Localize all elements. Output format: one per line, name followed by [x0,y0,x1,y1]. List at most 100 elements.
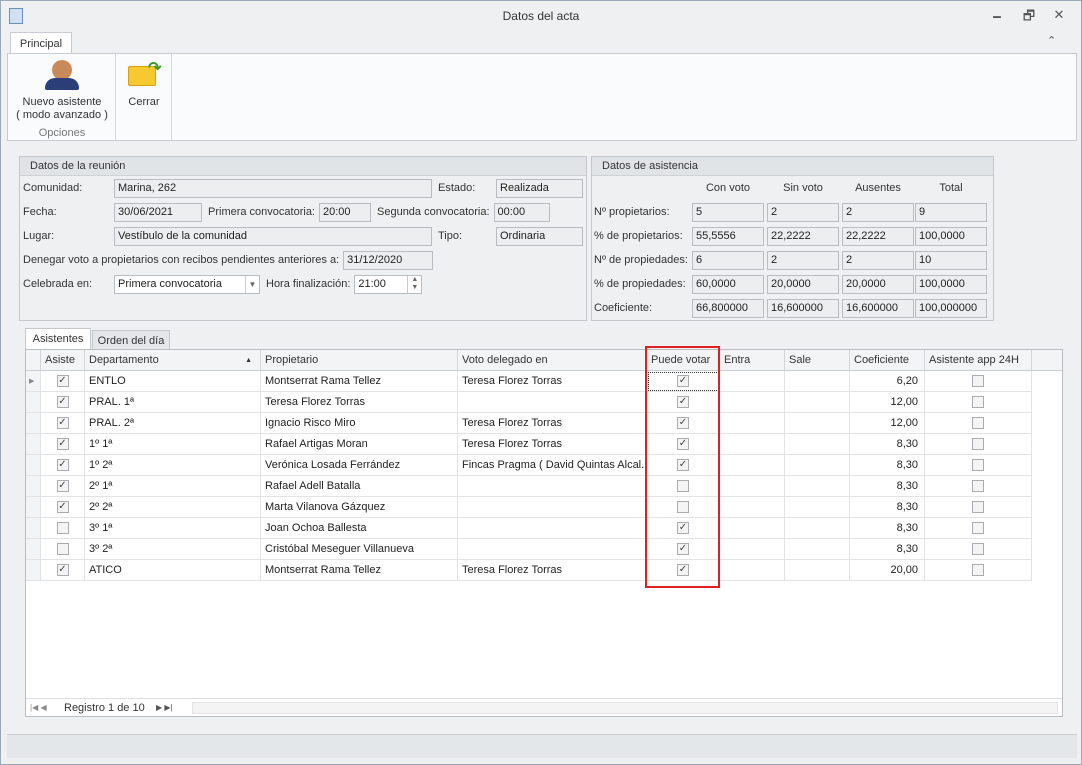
cell-sale[interactable] [785,413,850,434]
cell-asistente-app[interactable] [925,371,1032,392]
cell-propietario[interactable]: Rafael Adell Batalla [261,476,458,497]
close-button[interactable]: ✕ [1053,7,1065,22]
asistencia-value[interactable]: 2 [842,203,914,222]
asistencia-value[interactable]: 22,2222 [767,227,839,246]
cell-departamento[interactable]: ENTLO [85,371,261,392]
cell-voto-delegado[interactable]: Teresa Florez Torras [458,560,647,581]
cell-propietario[interactable]: Verónica Losada Ferrández [261,455,458,476]
checkbox-asistente-app[interactable] [972,501,984,514]
checkbox-asiste[interactable] [56,522,69,535]
checkbox-asiste[interactable]: ✓ [56,417,69,430]
checkbox-asistente-app[interactable] [972,417,984,430]
row-indicator[interactable]: ▶ [26,371,41,392]
asistencia-value[interactable]: 2 [767,251,839,270]
cell-entra[interactable] [720,518,785,539]
cell-voto-delegado[interactable] [458,497,647,518]
cell-sale[interactable] [785,434,850,455]
fecha-field[interactable]: 30/06/2021 [114,203,202,222]
row-indicator[interactable] [26,434,41,455]
cell-sale[interactable] [785,392,850,413]
checkbox-asiste[interactable]: ✓ [56,501,69,514]
chevron-down-icon[interactable]: ▼ [245,276,259,293]
cell-voto-delegado[interactable] [458,476,647,497]
row-indicator[interactable] [26,392,41,413]
cell-voto-delegado[interactable]: Teresa Florez Torras [458,413,647,434]
asistencia-value[interactable]: 16,600000 [842,299,914,318]
cell-propietario[interactable]: Montserrat Rama Tellez [261,560,458,581]
cell-propietario[interactable]: Joan Ochoa Ballesta [261,518,458,539]
cell-entra[interactable] [720,476,785,497]
close-ribbon-button[interactable]: ↷ Cerrar [116,54,172,140]
checkbox-puede-votar[interactable]: ✓ [677,396,689,409]
checkbox-asiste[interactable]: ✓ [56,480,69,493]
checkbox-asistente-app[interactable] [972,543,984,556]
celebrada-select[interactable]: Primera convocatoria ▼ [114,275,260,294]
asistencia-value[interactable]: 6 [692,251,764,270]
cell-departamento[interactable]: PRAL. 2ª [85,413,261,434]
cell-coeficiente[interactable]: 12,00 [850,413,925,434]
cell-voto-delegado[interactable]: Teresa Florez Torras [458,434,647,455]
tab-asistentes[interactable]: Asistentes [25,328,91,350]
cell-asistente-app[interactable] [925,413,1032,434]
cell-asistente-app[interactable] [925,455,1032,476]
col-header-asistente-app[interactable]: Asistente app 24H [925,350,1032,371]
checkbox-asiste[interactable] [56,543,69,556]
row-indicator[interactable] [26,455,41,476]
cell-propietario[interactable]: Montserrat Rama Tellez [261,371,458,392]
ribbon-tab-principal[interactable]: Principal [10,32,72,54]
cell-sale[interactable] [785,455,850,476]
cell-asistente-app[interactable] [925,497,1032,518]
asistencia-value[interactable]: 5 [692,203,764,222]
cell-asiste[interactable] [41,539,85,560]
spin-icon[interactable]: ▲ ▼ [407,276,422,293]
cell-entra[interactable] [720,560,785,581]
checkbox-asistente-app[interactable] [972,396,984,409]
asistencia-value[interactable]: 16,600000 [767,299,839,318]
checkbox-puede-votar[interactable] [677,501,689,514]
cell-asiste[interactable]: ✓ [41,455,85,476]
cell-entra[interactable] [720,392,785,413]
cell-sale[interactable] [785,476,850,497]
cell-coeficiente[interactable]: 8,30 [850,518,925,539]
checkbox-asiste[interactable]: ✓ [56,375,69,388]
cell-departamento[interactable]: 1º 2ª [85,455,261,476]
row-indicator[interactable] [26,560,41,581]
cell-voto-delegado[interactable] [458,539,647,560]
cell-asiste[interactable]: ✓ [41,476,85,497]
cell-asiste[interactable]: ✓ [41,371,85,392]
cell-departamento[interactable]: 2º 1ª [85,476,261,497]
col-header-voto-delegado[interactable]: Voto delegado en [458,350,647,371]
checkbox-asiste[interactable]: ✓ [56,396,69,409]
checkbox-asistente-app[interactable] [972,480,984,493]
asistencia-value[interactable]: 20,0000 [767,275,839,294]
cell-sale[interactable] [785,371,850,392]
row-indicator[interactable] [26,518,41,539]
comunidad-field[interactable]: Marina, 262 [114,179,432,198]
checkbox-asiste[interactable]: ✓ [56,564,69,577]
checkbox-puede-votar[interactable]: ✓ [677,438,689,451]
cell-entra[interactable] [720,434,785,455]
checkbox-puede-votar[interactable]: ✓ [677,417,689,430]
asistencia-value[interactable]: 10 [915,251,987,270]
asistencia-value[interactable]: 100,000000 [915,299,987,318]
checkbox-asiste[interactable]: ✓ [56,459,69,472]
last-record-icon[interactable]: ▶ ▶| [156,703,173,712]
cell-asiste[interactable]: ✓ [41,413,85,434]
segunda-field[interactable]: 00:00 [493,203,550,222]
cell-coeficiente[interactable]: 8,30 [850,497,925,518]
asistencia-value[interactable]: 20,0000 [842,275,914,294]
cell-sale[interactable] [785,518,850,539]
cell-entra[interactable] [720,539,785,560]
row-indicator[interactable] [26,413,41,434]
primera-field[interactable]: 20:00 [319,203,371,222]
first-record-icon[interactable]: |◀ ◀ [30,703,47,712]
cell-propietario[interactable]: Marta Vilanova Gázquez [261,497,458,518]
cell-propietario[interactable]: Rafael Artigas Moran [261,434,458,455]
cell-sale[interactable] [785,560,850,581]
cell-asiste[interactable]: ✓ [41,392,85,413]
horizontal-scrollbar[interactable] [192,702,1058,714]
cell-asistente-app[interactable] [925,434,1032,455]
cell-propietario[interactable]: Ignacio Risco Miro [261,413,458,434]
checkbox-asistente-app[interactable] [972,459,984,472]
row-indicator[interactable] [26,476,41,497]
